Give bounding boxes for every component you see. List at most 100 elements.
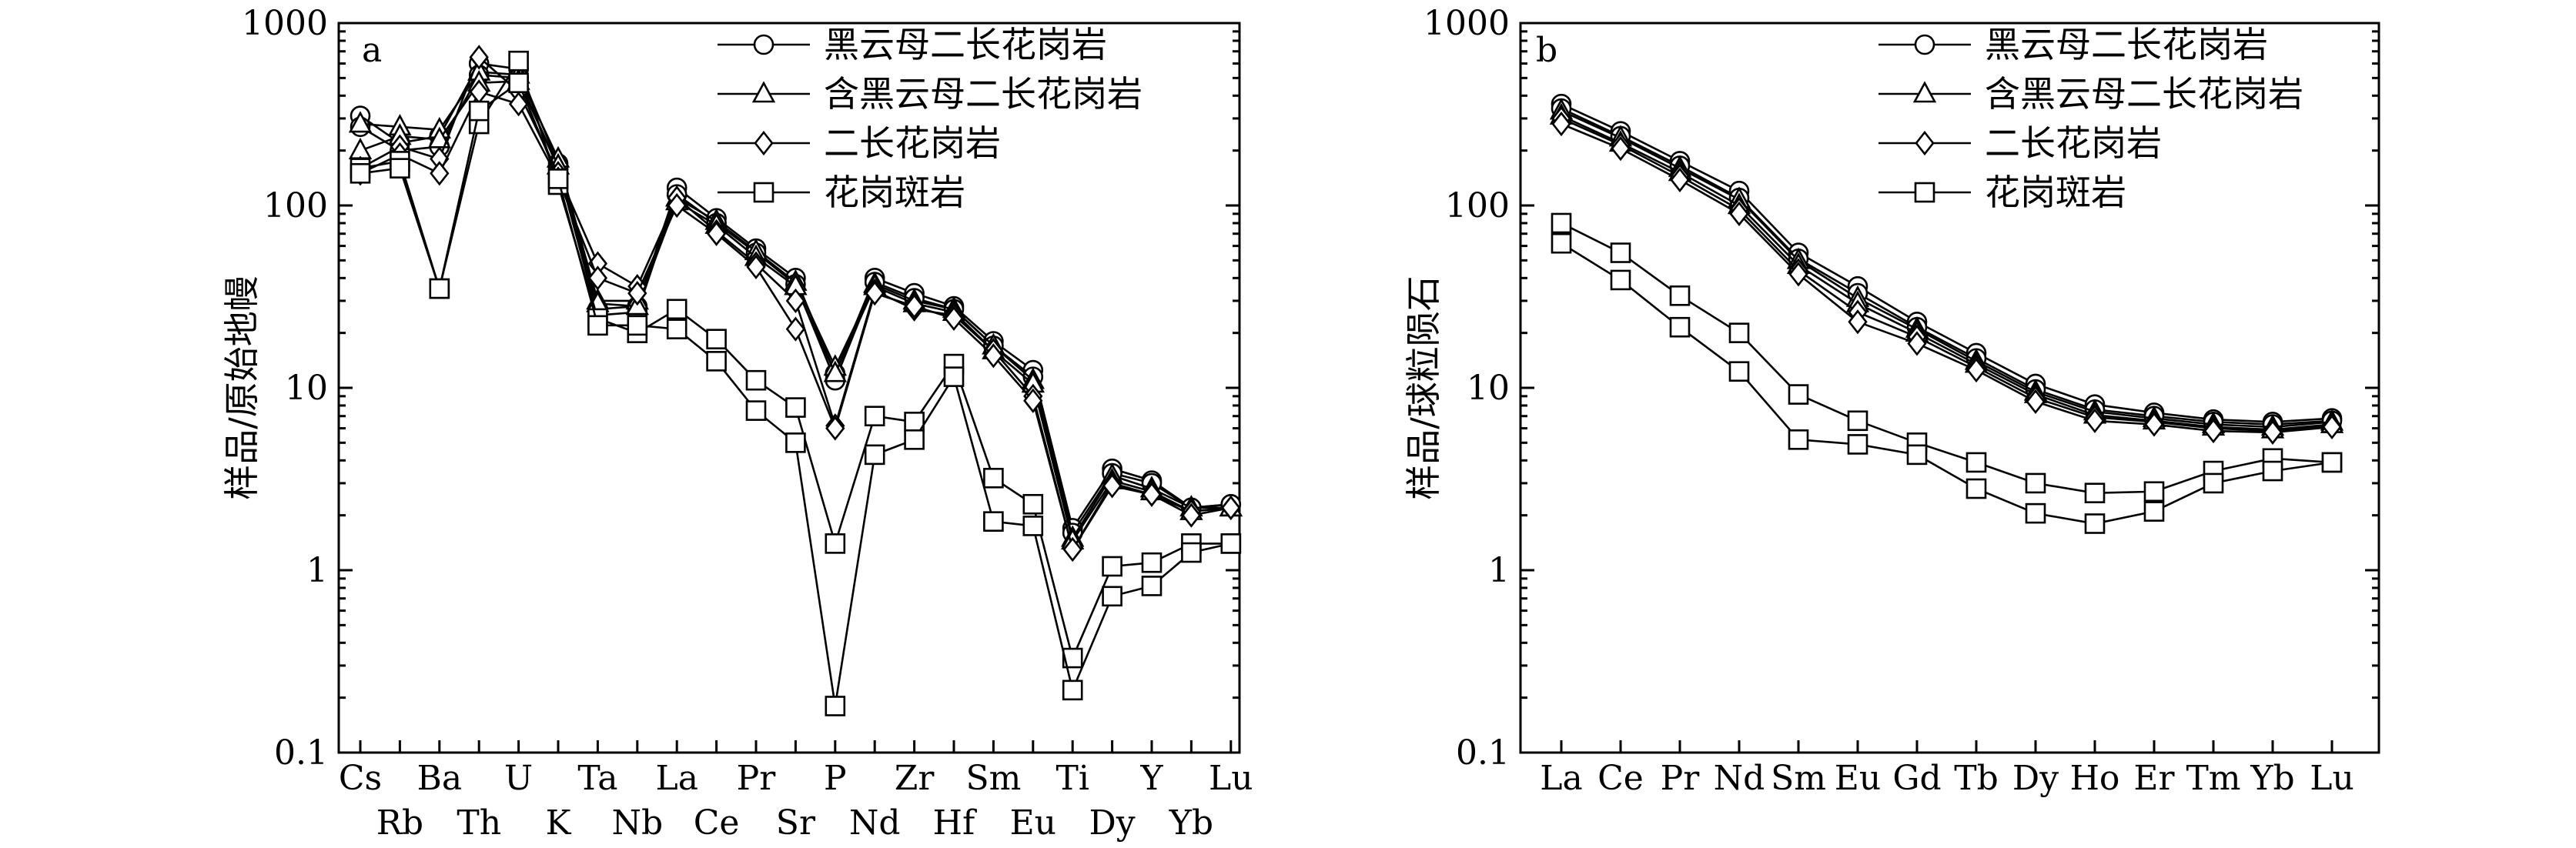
data-point-square [1022,516,1044,536]
legend-marker-triangle [751,81,776,103]
y-tick-label: 10 [1467,369,1510,408]
legend-label: 黑云母二长花岗岩 [824,24,1107,65]
data-point-diamond [1966,357,1986,383]
data-point-diamond [865,281,885,306]
data-point-diamond [944,305,964,331]
series-triangle-3 [1549,102,2344,439]
data-point-diamond [904,293,925,319]
data-point-square [1610,269,1631,291]
data-point-square [1847,434,1868,455]
data-point-square [1102,586,1122,607]
y-axis-title: 样品/原始地幔 [221,275,263,500]
series-triangle-2 [1549,98,2344,436]
data-point-diamond [508,92,529,117]
series-circle-0 [1551,93,2343,432]
data-point-square [1788,384,1809,405]
x-tick-label: Dy [2012,759,2059,798]
x-tick-label: Cs [339,759,382,798]
series-diamond-5 [1551,111,2342,445]
data-point-square [1220,533,1242,554]
data-point-diamond [785,288,806,314]
data-point-diamond [2263,419,2283,445]
data-point-diamond [1181,502,1202,528]
data-point-square [1551,232,1572,254]
x-tick-label: Ta [577,759,617,798]
data-point-square [2143,481,2165,502]
data-point-diamond [469,45,489,70]
data-point-square [666,319,687,339]
plot-frame [1519,22,2380,754]
series-diamond-5 [350,79,1241,563]
series-line [360,81,1232,706]
data-point-square [627,315,648,336]
data-point-square [706,329,727,349]
x-tick-label: Ti [1055,759,1089,798]
x-tick-label: Gd [1892,759,1941,798]
data-point-diamond [667,192,687,219]
data-point-square [825,696,846,716]
x-tick-label: Ho [2070,759,2120,798]
data-point-square [666,299,687,320]
data-point-square [1141,576,1163,596]
legend-label: 含黑云母二长花岗岩 [824,73,1142,115]
x-tick-label: Er [2133,759,2175,798]
data-point-diamond [1221,495,1241,520]
x-tick-label: Nd [849,803,901,843]
x-tick-label: Eu [1010,803,1056,843]
series-line [1561,117,2333,432]
data-point-square [864,444,885,466]
x-tick-label: Y [1139,759,1163,798]
series-square-7 [350,72,1242,716]
data-point-diamond [1729,201,1749,226]
data-point-square [508,72,529,94]
data-point-square [2321,452,2343,473]
data-point-diamond [983,343,1004,369]
data-point-square [983,511,1004,532]
data-point-square [1141,552,1163,573]
x-tick-label: Nd [1714,759,1765,798]
data-point-diamond [2085,408,2105,433]
series-line [1561,222,2333,495]
data-point-square [1181,542,1202,563]
series-square-6 [1551,212,2343,503]
x-tick-label: Sm [1771,759,1826,798]
data-point-square [1062,647,1083,669]
x-tick-label: Tm [2186,759,2240,798]
x-tick-label: Ba [417,759,463,798]
x-tick-label: Nb [611,803,663,843]
legend-label: 花岗斑岩 [1985,172,2126,213]
data-point-square [943,366,965,387]
x-tick-label: La [1540,759,1582,798]
data-point-square [468,100,490,122]
x-tick-label: Rb [376,803,423,843]
data-point-diamond [1848,309,1868,335]
x-tick-label: La [655,759,698,798]
data-point-diamond [1102,473,1122,499]
y-tick-label: 1 [1488,551,1510,590]
x-tick-label: Pr [737,759,777,798]
x-tick-label: Pr [1661,759,1701,798]
y-tick-label: 0.1 [274,733,328,773]
data-point-square [2025,502,2046,524]
x-tick-label: Yb [1169,803,1213,843]
x-tick-label: Hf [933,803,977,843]
legend-marker-square [753,182,774,203]
series-line [1561,122,2333,434]
data-point-triangle [823,360,847,382]
data-point-diamond [1023,388,1043,413]
legend-label: 二长花岗岩 [1985,122,2162,164]
data-point-square [1965,452,1987,473]
data-point-square [745,400,767,421]
data-point-square [1788,429,1809,450]
data-point-square [2025,472,2046,494]
y-tick-label: 100 [263,186,328,225]
x-tick-label: Yb [2250,759,2294,798]
data-point-square [587,315,608,336]
y-tick-label: 0.1 [1456,733,1510,773]
data-point-square [2084,513,2106,534]
x-tick-label: Eu [1835,759,1881,798]
data-point-diamond [746,254,766,280]
chart-panel-b: 0.1 1 10 100 1000 La Ce Pr Nd Sm Eu Gd Tb Dy Ho Er Tm Yb L… [1403,4,2380,798]
